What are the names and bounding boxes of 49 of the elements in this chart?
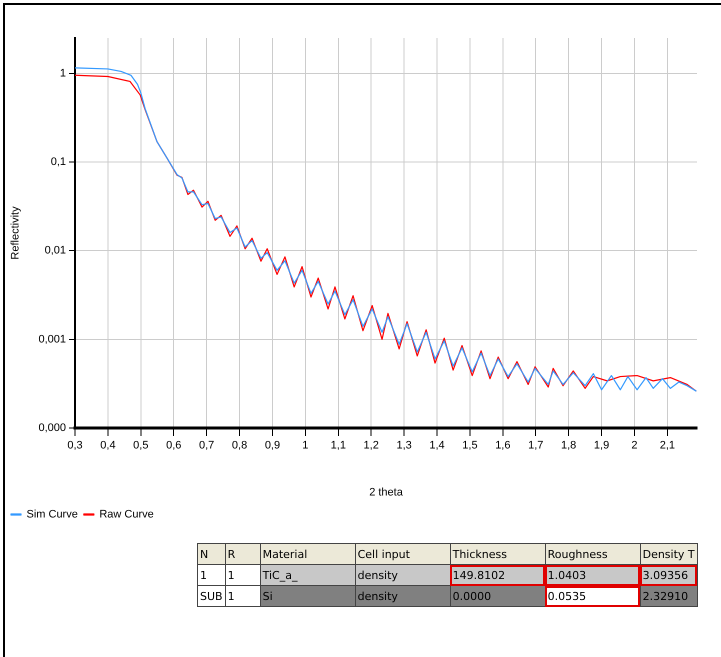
text: 149.8102: [450, 564, 546, 586]
category-label: Roughness: [545, 544, 640, 564]
text: TiC_a_: [260, 564, 356, 586]
y-tick-label: 1: [60, 67, 66, 80]
x-tick-label: 2: [631, 440, 638, 452]
y-tick-label: 0,01: [44, 244, 66, 257]
x-tick-label: 0,9: [264, 440, 280, 452]
x-tick-label: 1,5: [462, 440, 478, 452]
category-label: Cell input: [355, 544, 450, 564]
y-axis-title: Reflectivity: [10, 206, 22, 260]
category-label: Density T: [640, 544, 698, 564]
y-tick-label: 0,001: [38, 333, 66, 346]
x-tick-label: 0,3: [67, 440, 83, 452]
text: Si: [260, 586, 356, 606]
legend-label: Raw Curve: [99, 508, 154, 521]
x-tick-label: 0,4: [100, 440, 116, 452]
x-tick-label: 1,6: [495, 440, 510, 452]
x-tick-label: 1: [302, 440, 308, 452]
y-tick-label: 0,000: [38, 422, 66, 434]
x-tick-label: 1,8: [561, 440, 576, 452]
text: 1: [225, 586, 260, 606]
text: 2.32910: [640, 586, 698, 606]
text: SUB: [198, 586, 226, 606]
text: 1.0403: [545, 564, 640, 586]
text: 3.09356: [640, 564, 698, 586]
x-tick-label: 1,9: [594, 440, 610, 452]
category-label: N: [198, 544, 226, 564]
x-tick-label: 1,7: [528, 440, 544, 452]
x-tick-label: 0,5: [133, 440, 148, 452]
x-tick-label: 2,1: [660, 440, 676, 452]
category-label: R: [225, 544, 260, 564]
x-tick-label: 1,4: [429, 440, 445, 452]
x-tick-label: 1,3: [396, 440, 412, 452]
x-tick-label: 0,7: [198, 440, 214, 452]
text: 1: [225, 564, 260, 586]
category-label: Thickness: [450, 544, 546, 564]
x-tick-label: 0,8: [232, 440, 248, 452]
text: 0.0535: [545, 586, 640, 606]
x-axis-title: 2 theta: [369, 486, 404, 498]
legend-label: Sim Curve: [26, 508, 78, 521]
y-tick-label: 0,1: [50, 156, 66, 168]
x-tick-label: 0,6: [166, 440, 182, 452]
x-tick-label: 1,1: [330, 440, 346, 452]
text: density: [355, 586, 450, 606]
category-label: Material: [260, 544, 356, 564]
text: 1: [198, 564, 226, 586]
x-tick-label: 1,2: [364, 440, 379, 452]
text: density: [355, 564, 450, 586]
text: 0.0000: [450, 586, 546, 606]
